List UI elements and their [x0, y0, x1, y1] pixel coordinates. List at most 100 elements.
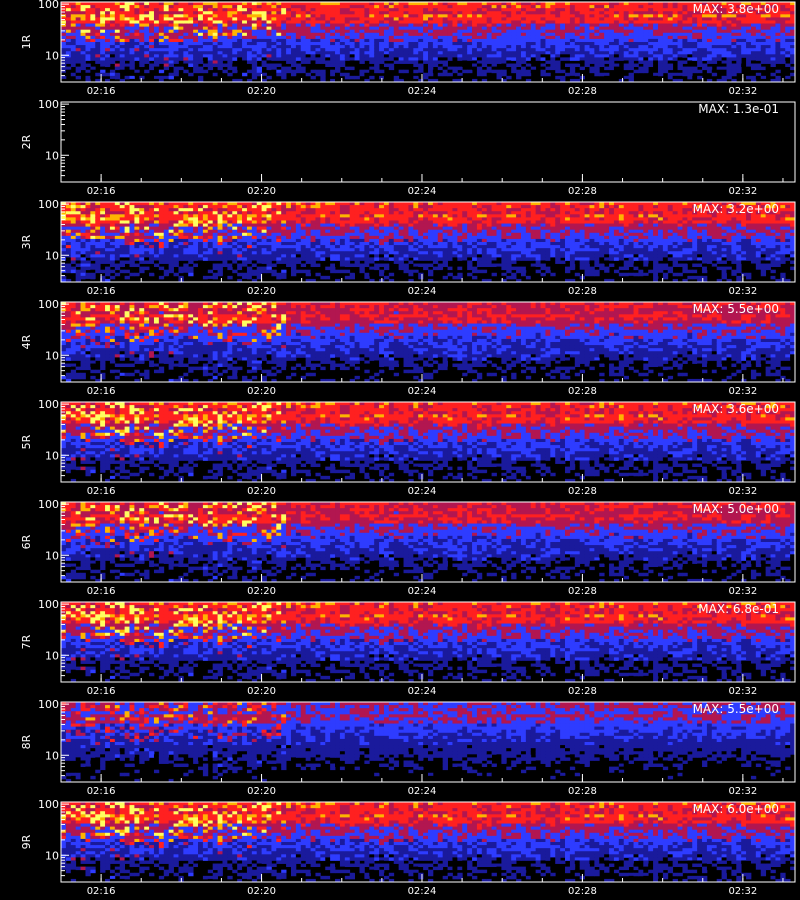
plot-frame: [60, 501, 796, 583]
panel-5R: 100 10 02:16 02:20 02:24 02:28 02:32 5R MAX: 3.6…: [20, 398, 796, 497]
x-tick-label: 02:32: [728, 586, 757, 597]
x-axis: 02:16 02:20 02:24 02:28 02:32: [60, 74, 784, 97]
x-axis: 02:16 02:20 02:24 02:28 02:32: [60, 474, 784, 497]
max-annotation: MAX: 6.8e-01: [698, 602, 779, 616]
x-tick-label: 02:16: [87, 786, 116, 797]
panel-9R: 100 10 02:16 02:20 02:24 02:28 02:32 9R MAX: 6.0…: [20, 798, 796, 897]
max-annotation: MAX: 3.6e+00: [693, 402, 779, 416]
x-axis: 02:16 02:20 02:24 02:28 02:32: [60, 274, 784, 297]
spectrogram-cells: [61, 802, 796, 883]
max-annotation: MAX: 5.5e+00: [693, 702, 779, 716]
y-tick-label: 100: [38, 298, 59, 311]
x-tick-label: 02:28: [568, 686, 597, 697]
panel-label: 6R: [20, 534, 33, 549]
x-tick-label: 02:24: [408, 786, 437, 797]
y-tick-label: 10: [45, 149, 59, 162]
x-tick-label: 02:28: [568, 586, 597, 597]
x-tick-label: 02:20: [247, 686, 276, 697]
y-tick-label: 100: [38, 198, 59, 211]
x-axis: 02:16 02:20 02:24 02:28 02:32: [60, 374, 784, 397]
panel-label: 8R: [20, 734, 33, 749]
y-tick-label: 10: [45, 449, 59, 462]
y-tick-label: 100: [38, 698, 59, 711]
x-tick-label: 02:32: [728, 186, 757, 197]
max-annotation: MAX: 1.3e-01: [698, 102, 779, 116]
max-annotation: MAX: 5.5e+00: [693, 302, 779, 316]
x-tick-label: 02:20: [247, 886, 276, 897]
panel-3R: 100 10 02:16 02:20 02:24 02:28 02:32 3R MAX: 3.2…: [20, 198, 796, 297]
x-tick-label: 02:32: [728, 86, 757, 97]
max-annotation: MAX: 3.2e+00: [693, 202, 779, 216]
y-tick-label: 10: [45, 249, 59, 262]
panel-label: 1R: [20, 34, 33, 49]
panel-label: 3R: [20, 234, 33, 249]
x-tick-label: 02:16: [87, 286, 116, 297]
x-tick-label: 02:24: [408, 86, 437, 97]
y-tick-label: 100: [38, 0, 59, 11]
x-tick-label: 02:28: [568, 486, 597, 497]
x-tick-label: 02:28: [568, 86, 597, 97]
spectrogram-cells: [61, 602, 796, 683]
x-axis: 02:16 02:20 02:24 02:28 02:32: [60, 774, 784, 797]
y-tick-label: 100: [38, 398, 59, 411]
spectrogram-cells: [61, 302, 796, 383]
x-tick-label: 02:20: [247, 86, 276, 97]
panel-6R: 100 10 02:16 02:20 02:24 02:28 02:32 6R MAX: 5.0…: [20, 498, 796, 597]
x-tick-label: 02:28: [568, 186, 597, 197]
y-axis: 100 10: [38, 398, 69, 483]
x-tick-label: 02:24: [408, 186, 437, 197]
x-tick-label: 02:28: [568, 386, 597, 397]
x-tick-label: 02:24: [408, 886, 437, 897]
x-tick-label: 02:20: [247, 586, 276, 597]
x-tick-label: 02:16: [87, 486, 116, 497]
x-tick-label: 02:20: [247, 286, 276, 297]
y-tick-label: 10: [45, 549, 59, 562]
x-tick-label: 02:32: [728, 386, 757, 397]
x-tick-label: 02:16: [87, 886, 116, 897]
y-axis: 100 10: [38, 498, 69, 583]
x-tick-label: 02:24: [408, 286, 437, 297]
plot-frame: [60, 701, 796, 783]
plot-frame: [60, 601, 796, 683]
panel-1R: 100 10 02:16 02:20 02:24 02:28 02:32 1R MAX: 3.8…: [20, 0, 796, 97]
plot-frame: [60, 401, 796, 483]
y-tick-label: 10: [45, 649, 59, 662]
x-tick-label: 02:24: [408, 486, 437, 497]
x-tick-label: 02:16: [87, 386, 116, 397]
spectrogram-cells: [61, 702, 796, 783]
x-tick-label: 02:32: [728, 686, 757, 697]
spectrogram-cells: [61, 2, 796, 83]
plot-frame: [60, 201, 796, 283]
plot-frame: [60, 801, 796, 883]
x-tick-label: 02:32: [728, 286, 757, 297]
x-tick-label: 02:24: [408, 386, 437, 397]
panel-label: 2R: [20, 134, 33, 149]
panel-label: 4R: [20, 334, 33, 349]
panel-label: 7R: [20, 634, 33, 649]
max-annotation: MAX: 6.0e+00: [693, 802, 779, 816]
max-annotation: MAX: 5.0e+00: [693, 502, 779, 516]
y-tick-label: 100: [38, 798, 59, 811]
y-axis: 100 10: [38, 598, 69, 683]
x-tick-label: 02:20: [247, 786, 276, 797]
x-tick-label: 02:20: [247, 186, 276, 197]
y-tick-label: 10: [45, 749, 59, 762]
x-axis: 02:16 02:20 02:24 02:28 02:32: [60, 874, 784, 897]
plot-frame: [60, 1, 796, 83]
panel-2R: 100 10 02:16 02:20 02:24 02:28 02:32 2R MAX: 1.3…: [20, 98, 796, 197]
x-tick-label: 02:20: [247, 386, 276, 397]
y-tick-label: 10: [45, 349, 59, 362]
x-tick-label: 02:16: [87, 686, 116, 697]
y-tick-label: 10: [45, 849, 59, 862]
panel-label: 9R: [20, 834, 33, 849]
y-axis: 100 10: [38, 198, 69, 283]
x-tick-label: 02:32: [728, 486, 757, 497]
x-axis: 02:16 02:20 02:24 02:28 02:32: [60, 674, 784, 697]
spectrogram-cells: [61, 402, 796, 483]
y-tick-label: 100: [38, 598, 59, 611]
x-tick-label: 02:28: [568, 786, 597, 797]
x-tick-label: 02:16: [87, 186, 116, 197]
panel-label: 5R: [20, 434, 33, 449]
y-tick-label: 10: [45, 49, 59, 62]
